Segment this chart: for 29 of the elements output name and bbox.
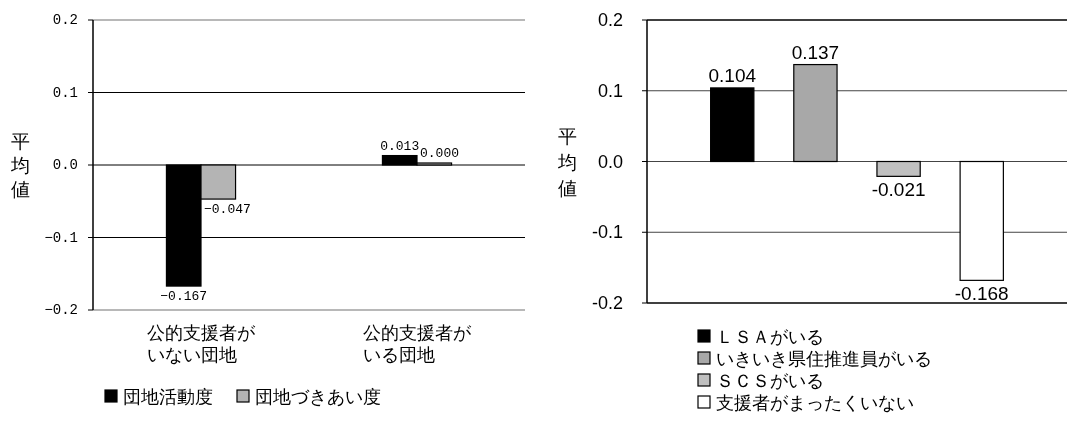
data-label: -0.168 (954, 283, 1009, 305)
y-axis-title: 平均値 (9, 130, 30, 200)
data-label: -0.021 (871, 179, 926, 201)
y-axis-title: 平均値 (556, 124, 577, 199)
y-tick-label: 0.2 (52, 12, 78, 28)
支援者がまったくいない: 支援者がまったくいない (697, 391, 914, 413)
y-tick-label: −0.2 (44, 302, 78, 318)
y-tick-label: -0.1 (591, 222, 623, 243)
data-label: −0.047 (204, 202, 251, 218)
legend-label: 団地活動度 (123, 385, 213, 407)
y-tick-label: 0.2 (597, 10, 623, 30)
y-tick-label: 0.1 (52, 84, 78, 101)
いきいき県住推進員がいる: いきいき県住推進員がいる (697, 347, 932, 369)
data-label: 0.013 (380, 138, 420, 154)
x-tick-label: 公的支援者がいる団地 (362, 321, 472, 365)
y-tick-label: −0.1 (44, 229, 78, 246)
data-label: 0.000 (420, 146, 460, 161)
ＬＳＡがいる: ＬＳＡがいる (697, 325, 824, 347)
団地活動度: 団地活動度 (104, 385, 213, 407)
data-label: −0.167 (160, 289, 208, 305)
data-label: 0.104 (708, 64, 757, 86)
x-tick-label: 公的支援者がいない団地 (146, 321, 256, 365)
団地づきあい度: 団地づきあい度 (236, 385, 381, 407)
ＳＣＳがいる: ＳＣＳがいる (697, 369, 824, 391)
y-tick-label: 0.0 (597, 151, 623, 172)
data-label: 0.137 (791, 41, 840, 63)
y-tick-label: 0.1 (597, 80, 623, 101)
y-tick-label: 0.0 (52, 157, 78, 173)
y-tick-label: -0.2 (591, 293, 623, 313)
